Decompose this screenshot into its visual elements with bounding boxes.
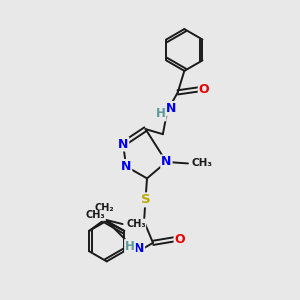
Text: N: N bbox=[121, 160, 131, 173]
Text: O: O bbox=[199, 83, 209, 96]
Text: H: H bbox=[125, 240, 135, 253]
Text: CH₂: CH₂ bbox=[95, 203, 115, 213]
Text: CH₃: CH₃ bbox=[191, 158, 212, 168]
Text: N: N bbox=[118, 137, 128, 151]
Text: S: S bbox=[141, 194, 150, 206]
Text: N: N bbox=[161, 155, 172, 168]
Text: H: H bbox=[156, 107, 166, 120]
Text: CH₃: CH₃ bbox=[126, 219, 146, 229]
Text: N: N bbox=[166, 102, 176, 115]
Text: CH₃: CH₃ bbox=[86, 211, 106, 220]
Text: O: O bbox=[175, 233, 185, 246]
Text: N: N bbox=[134, 242, 144, 255]
